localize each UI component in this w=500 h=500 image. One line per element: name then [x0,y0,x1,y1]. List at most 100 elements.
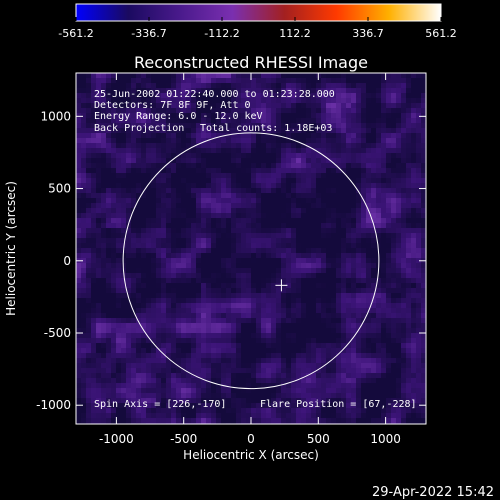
heatmap-cell [216,308,222,314]
heatmap-cell [201,323,207,329]
heatmap-cell [211,103,217,109]
heatmap-cell [371,213,377,219]
heatmap-cell [136,353,142,359]
heatmap-cell [146,263,152,269]
heatmap-cell [191,398,197,404]
heatmap-cell [351,168,357,174]
heatmap-cell [181,273,187,279]
heatmap-cell [186,223,192,229]
heatmap-cell [286,133,292,139]
heatmap-cell [286,278,292,284]
heatmap-cell [326,148,332,154]
heatmap-cell [156,188,162,194]
heatmap-cell [276,218,282,224]
heatmap-cell [91,298,97,304]
heatmap-cell [361,108,367,114]
heatmap-cell [81,353,87,359]
heatmap-cell [171,88,177,94]
heatmap-cell [171,268,177,274]
heatmap-cell [76,343,82,349]
heatmap-cell [231,288,237,294]
heatmap-cell [326,178,332,184]
heatmap-cell [86,263,92,269]
heatmap-cell [116,408,122,414]
heatmap-cell [311,403,317,409]
heatmap-cell [191,388,197,394]
heatmap-cell [276,258,282,264]
heatmap-cell [261,213,267,219]
heatmap-cell [256,333,262,339]
heatmap-cell [161,278,167,284]
heatmap-cell [266,318,272,324]
heatmap-cell [76,338,82,344]
heatmap-cell [226,248,232,254]
heatmap-cell [281,368,287,374]
heatmap-cell [411,248,417,254]
heatmap-cell [106,388,112,394]
heatmap-cell [121,153,127,159]
heatmap-cell [146,293,152,299]
heatmap-cell [261,188,267,194]
heatmap-cell [296,398,302,404]
heatmap-cell [201,343,207,349]
heatmap-cell [301,83,307,89]
heatmap-cell [301,193,307,199]
heatmap-cell [271,248,277,254]
heatmap-cell [206,148,212,154]
heatmap-cell [206,143,212,149]
heatmap-cell [226,103,232,109]
heatmap-cell [76,138,82,144]
heatmap-cell [411,333,417,339]
heatmap-cell [206,203,212,209]
heatmap-cell [311,113,317,119]
heatmap-cell [336,383,342,389]
heatmap-cell [326,413,332,419]
heatmap-cell [406,358,412,364]
heatmap-cell [261,238,267,244]
heatmap-cell [221,318,227,324]
heatmap-cell [276,123,282,129]
heatmap-cell [141,323,147,329]
heatmap-cell [336,158,342,164]
heatmap-cell [166,313,172,319]
heatmap-cell [151,158,157,164]
heatmap-cell [236,293,242,299]
heatmap-cell [231,78,237,84]
heatmap-cell [286,343,292,349]
heatmap-cell [326,243,332,249]
heatmap-cell [146,353,152,359]
heatmap-cell [231,318,237,324]
heatmap-cell [236,168,242,174]
heatmap-cell [361,153,367,159]
heatmap-cell [221,283,227,289]
heatmap-cell [261,348,267,354]
heatmap-cell [176,258,182,264]
heatmap-cell [86,98,92,104]
heatmap-cell [86,313,92,319]
heatmap-cell [121,328,127,334]
heatmap-cell [126,323,132,329]
heatmap-cell [251,263,257,269]
heatmap-cell [416,153,422,159]
heatmap-cell [101,403,107,409]
heatmap-cell [416,173,422,179]
heatmap-cell [101,368,107,374]
heatmap-cell [416,98,422,104]
heatmap-cell [171,253,177,259]
heatmap-cell [276,118,282,124]
heatmap-cell [231,228,237,234]
heatmap-cell [86,278,92,284]
heatmap-cell [216,128,222,134]
heatmap-cell [141,98,147,104]
heatmap-cell [266,113,272,119]
heatmap-cell [311,193,317,199]
heatmap-cell [361,248,367,254]
heatmap-cell [356,213,362,219]
heatmap-cell [191,228,197,234]
heatmap-cell [306,328,312,334]
heatmap-cell [366,128,372,134]
heatmap-cell [216,368,222,374]
heatmap-cell [161,178,167,184]
heatmap-cell [141,313,147,319]
heatmap-cell [111,178,117,184]
